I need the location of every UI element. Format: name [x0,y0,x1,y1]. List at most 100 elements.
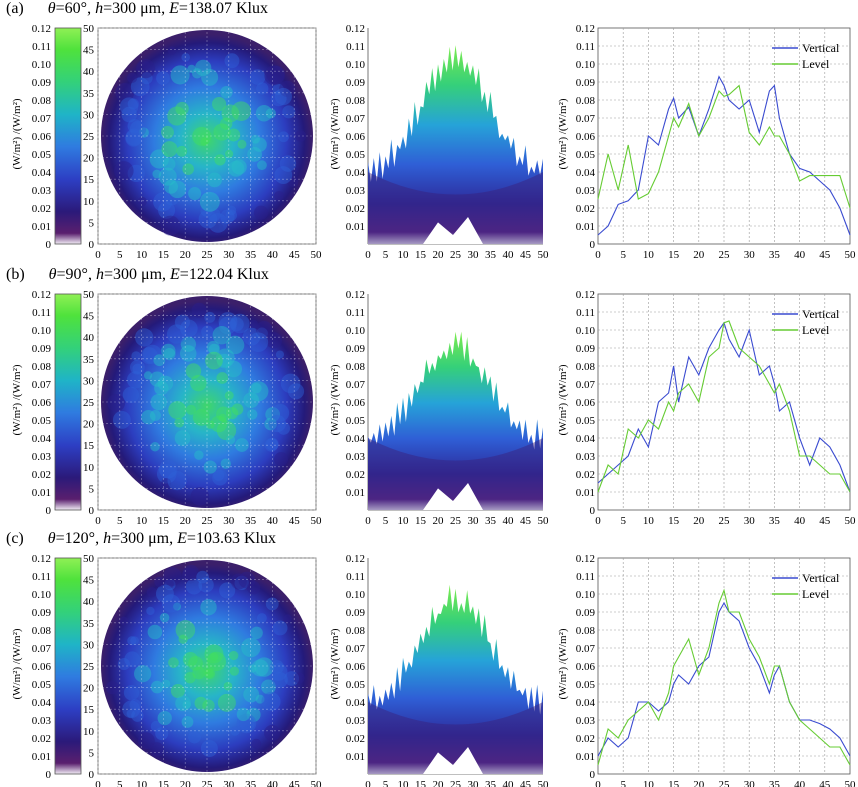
heatmap-blob [130,636,139,646]
heatmap-blob [123,685,140,701]
heatmap-blob [185,363,202,379]
surface-y-tick-label: 0.01 [346,751,365,763]
heatmap-blob [228,160,245,177]
heatmap-x-tick-label: 0 [95,515,101,527]
heatmap-blob [231,403,244,416]
heatmap-blob [279,80,296,97]
heatmap-blob [231,101,252,121]
heatmap-blob [185,578,203,595]
surface-y-tick-label: 0.08 [346,95,366,107]
heatmap-blob [206,340,220,354]
surface-x-tick-label: 20 [433,779,445,787]
heatmap-blob [251,659,269,677]
heatmap-y-tick-label: 10 [83,196,95,208]
line-x-tick-label: 35 [769,779,781,787]
heatmap-blob [190,374,207,392]
line-y-tick-label: 0.05 [576,149,596,161]
heatmap-x-tick-label: 10 [136,779,148,787]
heatmap-blob [272,83,284,96]
heatmap-blob [129,359,145,375]
series-line-level [597,320,851,493]
heatmap-blob [160,215,181,236]
heatmap-blob [254,657,274,677]
heatmap-blob [255,104,273,122]
line-y-tick-label: 0.10 [576,589,596,601]
row-title: (b) θ=90°, h=300 μm, E=122.04 Klux [6,266,269,283]
heatmap-blob [132,363,143,375]
heatmap-y-tick-label: 10 [83,462,95,474]
colorbar-tick-label: 0.05 [32,149,52,161]
heatmap-blob [221,104,240,123]
surface-body [368,331,543,510]
line-x-tick-label: 45 [819,779,831,787]
line-x-tick-label: 5 [620,515,626,527]
heatmap-x-tick-label: 35 [245,249,257,261]
colorbar-tick-label: 0.11 [32,41,51,53]
heatmap-y-tick-label: 35 [83,354,95,366]
surface-y-tick-label: 0.02 [346,203,365,215]
heatmap-blob [149,371,165,387]
heatmap-blob [230,726,240,736]
heatmap-blob [214,154,226,166]
heatmap-x-tick-label: 50 [311,779,323,787]
E-value: 122.04 Klux [188,266,269,283]
colorbar-tick-label: 0.06 [32,661,52,673]
surface-x-tick-label: 25 [450,249,462,261]
heatmap-blob [257,160,267,171]
heatmap-y-tick-label: 30 [83,639,95,651]
line-x-tick-label: 5 [620,779,626,787]
heatmap-blob [255,321,273,338]
heatmap-blob [161,343,176,359]
surface-body [368,584,543,774]
heatmap-blob [251,738,262,749]
heatmap-blob [211,96,227,112]
line-y-tick-label: 0.03 [576,185,596,197]
heatmap-blob [264,438,279,452]
heatmap-blob [168,657,179,668]
heatmap-blob [188,187,202,201]
line-x-tick-label: 35 [769,249,781,261]
heatmap-blob [204,644,224,664]
heatmap-blob [202,699,215,712]
heatmap-y-tick-label: 45 [83,45,95,57]
row-b: 0 0.01 0.02 0.03 0.04 0.05 0.06 0.07 0.08 0.09 0.1… [11,289,856,527]
heatmap-blob [153,354,166,367]
series-line-level [597,588,851,766]
line-x-tick-label: 15 [668,515,680,527]
surface-x-tick-label: 50 [538,515,550,527]
heatmap-blob [225,435,236,445]
heatmap-blob [216,353,232,369]
line-x-tick-label: 50 [845,249,857,261]
row-c: 0 0.01 0.02 0.03 0.04 0.05 0.06 0.07 0.08 0.09 0.1… [11,553,856,787]
line-x-tick-label: 0 [595,779,601,787]
heatmap-blob [149,409,161,422]
heatmap-y-tick-label: 40 [83,66,95,78]
heatmap-blob [277,421,291,435]
colorbar-tick-label: 0.02 [32,469,51,481]
line-x-tick-label: 45 [819,249,831,261]
row-title: (a) θ=60°, h=300 μm, E=138.07 Klux [6,0,268,17]
surface-y-tick-label: 0.08 [346,625,366,637]
heatmap-blob [218,413,227,422]
surface-x-tick-label: 5 [383,249,389,261]
heatmap-blob [247,409,258,420]
heatmap-blob [134,665,152,683]
heatmap-blob [251,134,260,144]
surface-x-tick-label: 45 [520,779,532,787]
heatmap-blob [122,386,140,404]
heatmap-blob [217,693,236,712]
heatmap-blob [278,131,289,143]
surface-y-tick-label: 0.07 [346,643,366,655]
legend-label: Vertical [802,571,840,585]
legend-label: Vertical [802,41,840,55]
heatmap-blob [131,709,144,722]
heatmap-blob [229,650,239,661]
heatmap-blob [270,90,287,107]
surface-x-tick-label: 0 [365,779,371,787]
heatmap-blob [161,125,174,139]
heatmap-y-tick-label: 25 [83,397,95,409]
heatmap-blob [269,662,288,681]
heatmap-blob [204,668,216,680]
line-y-tick-label: 0.02 [576,469,595,481]
heatmap-blob [231,159,247,175]
